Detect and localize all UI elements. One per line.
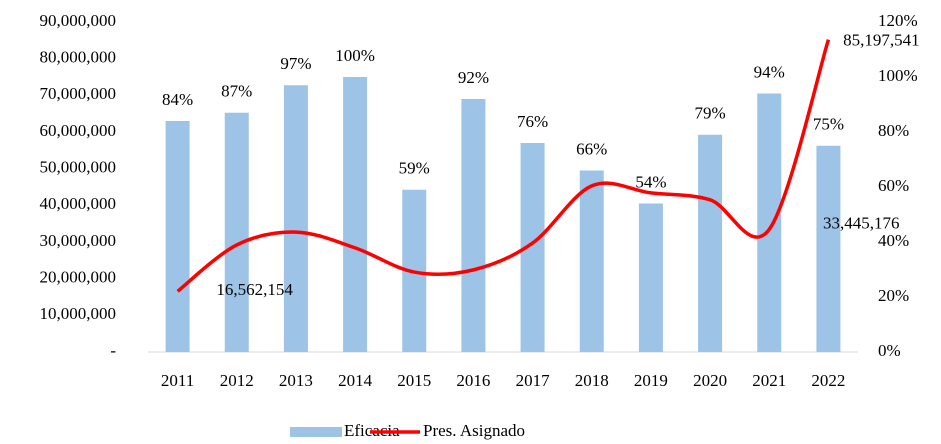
bar-label: 79% — [694, 104, 725, 123]
y-tick-label: 80,000,000 — [40, 48, 117, 67]
bar — [224, 112, 249, 352]
bar — [638, 203, 663, 352]
y-tick-label: 60,000,000 — [40, 121, 117, 140]
line-label: 33,445,176 — [823, 213, 900, 232]
bar-label: 59% — [399, 159, 430, 178]
bar-label: 87% — [221, 82, 252, 101]
y-tick-label: 50,000,000 — [40, 158, 117, 177]
y2-tick-label: 0% — [878, 341, 901, 360]
x-tick-label: 2016 — [456, 371, 490, 390]
y-tick-label: 20,000,000 — [40, 268, 117, 287]
bar — [461, 99, 486, 352]
bar — [283, 85, 308, 352]
legend-swatch — [290, 427, 342, 437]
bar — [816, 145, 841, 352]
x-tick-label: 2022 — [811, 371, 845, 390]
y-tick-label: 10,000,000 — [40, 304, 117, 323]
bar-label: 92% — [458, 68, 489, 87]
x-tick-label: 2021 — [752, 371, 786, 390]
x-tick-label: 2013 — [279, 371, 313, 390]
bar-label: 84% — [162, 90, 193, 109]
bar-label: 97% — [280, 54, 311, 73]
x-tick-label: 2012 — [220, 371, 254, 390]
bar-label: 100% — [335, 46, 375, 65]
bar — [343, 77, 368, 352]
x-tick-label: 2011 — [161, 371, 194, 390]
line-label: 85,197,541 — [843, 31, 920, 50]
y2-tick-label: 20% — [878, 286, 909, 305]
bar-label: 54% — [635, 172, 666, 191]
line-label: 16,562,154 — [216, 280, 293, 299]
bar-label: 66% — [576, 139, 607, 158]
x-tick-label: 2014 — [338, 371, 373, 390]
y-tick-label: 90,000,000 — [40, 11, 117, 30]
bar-label: 76% — [517, 112, 548, 131]
line — [176, 39, 831, 293]
y2-tick-label: 120% — [878, 11, 918, 30]
bar-label: 75% — [813, 115, 844, 134]
x-tick-label: 2018 — [575, 371, 609, 390]
bar — [579, 170, 604, 352]
x-tick-label: 2015 — [397, 371, 431, 390]
bar — [757, 93, 782, 352]
x-tick-label: 2019 — [634, 371, 668, 390]
legend-label: Pres. Asignado — [423, 421, 525, 440]
y-tick-label: 30,000,000 — [40, 231, 117, 250]
y-tick-label: 70,000,000 — [40, 84, 117, 103]
x-tick-label: 2020 — [693, 371, 727, 390]
y2-tick-label: 40% — [878, 231, 909, 250]
bar-label: 94% — [754, 62, 785, 81]
bar — [165, 121, 190, 352]
y2-tick-label: 100% — [878, 66, 918, 85]
y-tick-label: - — [110, 341, 116, 360]
y2-tick-label: 80% — [878, 121, 909, 140]
bar — [698, 134, 723, 352]
x-tick-label: 2017 — [516, 371, 551, 390]
y2-tick-label: 60% — [878, 176, 909, 195]
y-tick-label: 40,000,000 — [40, 194, 117, 213]
